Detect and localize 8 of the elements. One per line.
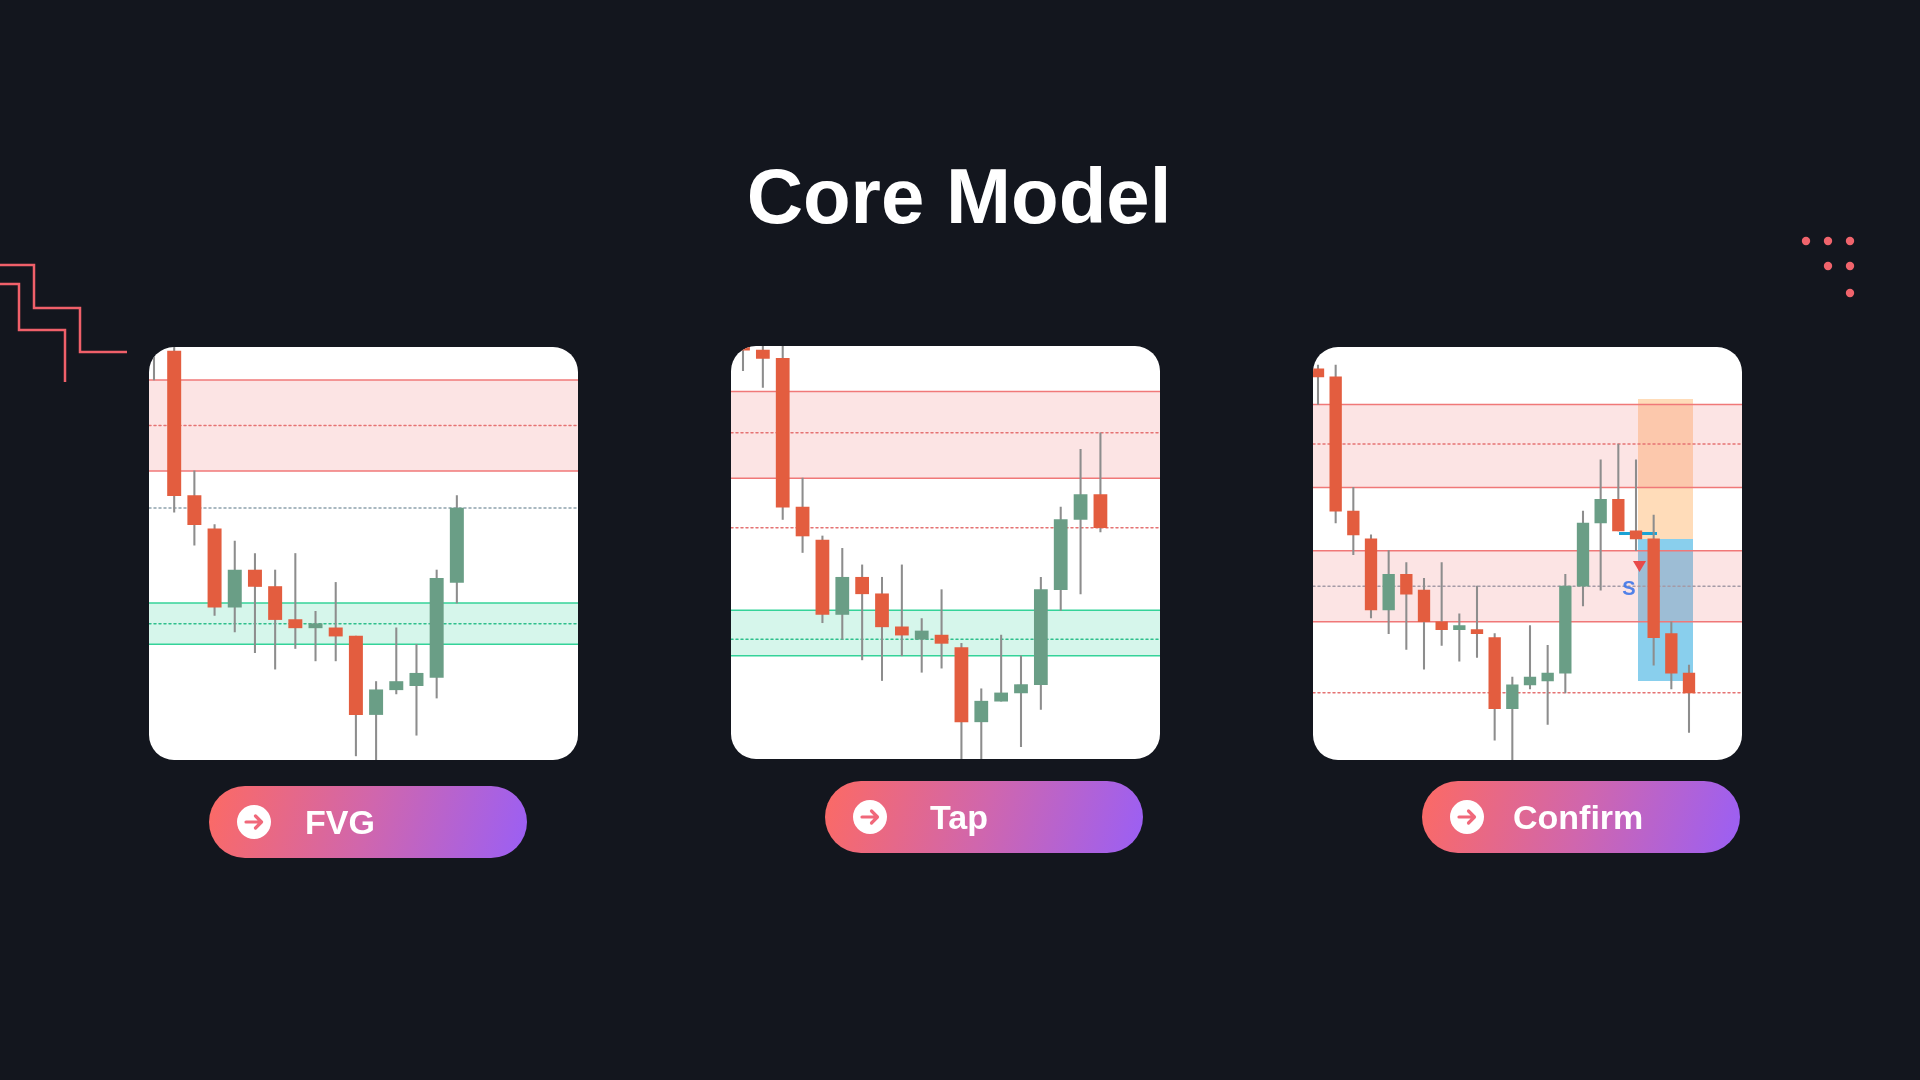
candlestick bbox=[409, 644, 424, 736]
text: Confirm bbox=[1513, 797, 1644, 837]
annotation: S bbox=[1622, 577, 1636, 599]
text: Core Model bbox=[746, 152, 1172, 240]
candlestick bbox=[308, 610, 323, 662]
text: FVG bbox=[305, 802, 375, 842]
text: Tap bbox=[930, 797, 988, 837]
candlestick bbox=[1470, 585, 1484, 658]
